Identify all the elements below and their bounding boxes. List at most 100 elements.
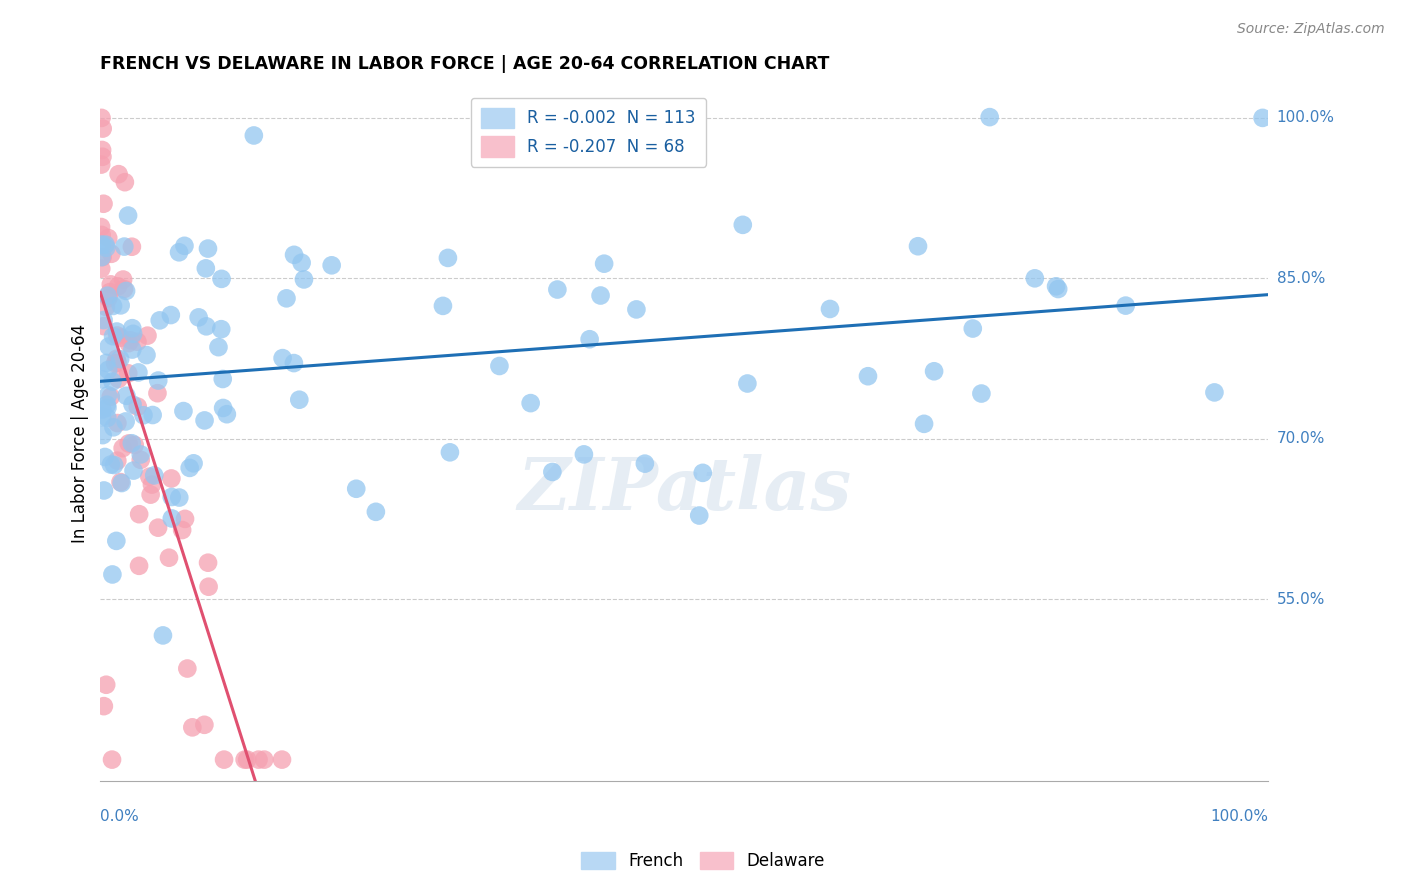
Point [118, 436, 141, 450]
Point [101, 299, 124, 313]
Point [97, 291, 120, 305]
Point [169, 491, 191, 505]
Text: 100.0%: 100.0% [1277, 111, 1334, 126]
Point [172, 523, 194, 537]
Y-axis label: In Labor Force | Age 20-64: In Labor Force | Age 20-64 [72, 324, 89, 543]
Point [107, 167, 129, 181]
Point [152, 628, 174, 642]
Point [197, 580, 219, 594]
Point [194, 261, 217, 276]
Point [138, 469, 160, 483]
Point [96, 241, 118, 255]
Point [93, 699, 115, 714]
Point [105, 325, 128, 339]
Point [91, 410, 114, 425]
Point [97, 231, 120, 245]
Point [111, 476, 134, 491]
Point [96, 401, 118, 415]
Point [94, 450, 117, 464]
Text: 70.0%: 70.0% [1277, 431, 1324, 446]
Point [114, 175, 136, 189]
Point [121, 321, 143, 335]
Point [1204, 385, 1226, 400]
Point [572, 447, 595, 461]
Point [174, 512, 197, 526]
Point [211, 372, 233, 386]
Point [127, 366, 149, 380]
Point [121, 343, 143, 357]
Point [93, 313, 115, 327]
Point [253, 753, 276, 767]
Point [1115, 299, 1137, 313]
Point [288, 392, 311, 407]
Point [271, 753, 294, 767]
Point [96, 678, 118, 692]
Point [233, 753, 256, 767]
Point [105, 351, 128, 366]
Point [141, 477, 163, 491]
Point [97, 388, 120, 402]
Point [212, 401, 235, 415]
Point [488, 359, 510, 373]
Point [117, 367, 139, 381]
Point [107, 372, 129, 386]
Point [176, 661, 198, 675]
Point [90, 227, 112, 242]
Point [90, 237, 112, 252]
Point [117, 336, 139, 351]
Point [110, 298, 132, 312]
Point [193, 413, 215, 427]
Point [129, 447, 152, 461]
Point [243, 128, 266, 143]
Point [124, 438, 146, 452]
Point [100, 277, 122, 292]
Point [122, 326, 145, 341]
Point [115, 389, 138, 403]
Point [589, 288, 612, 302]
Point [211, 272, 233, 286]
Point [148, 374, 170, 388]
Point [157, 550, 180, 565]
Point [93, 196, 115, 211]
Point [541, 465, 564, 479]
Point [344, 482, 367, 496]
Text: 55.0%: 55.0% [1277, 591, 1324, 607]
Point [737, 376, 759, 391]
Text: 100.0%: 100.0% [1211, 809, 1268, 824]
Point [578, 332, 600, 346]
Point [321, 258, 343, 272]
Point [247, 753, 270, 767]
Point [292, 272, 315, 286]
Point [593, 257, 616, 271]
Point [149, 313, 172, 327]
Point [364, 505, 387, 519]
Point [979, 110, 1001, 124]
Point [818, 301, 841, 316]
Point [90, 111, 112, 125]
Point [107, 356, 129, 370]
Point [103, 420, 125, 434]
Point [136, 328, 159, 343]
Point [142, 408, 165, 422]
Point [105, 533, 128, 548]
Point [112, 282, 135, 296]
Point [91, 143, 114, 157]
Point [146, 386, 169, 401]
Point [143, 468, 166, 483]
Point [197, 242, 219, 256]
Point [107, 279, 129, 293]
Point [1047, 282, 1070, 296]
Point [970, 386, 993, 401]
Point [128, 507, 150, 521]
Point [962, 321, 984, 335]
Point [1251, 111, 1274, 125]
Point [97, 363, 120, 377]
Point [139, 488, 162, 502]
Point [96, 398, 118, 412]
Point [215, 407, 238, 421]
Point [103, 458, 125, 472]
Point [91, 121, 114, 136]
Point [276, 291, 298, 305]
Point [173, 239, 195, 253]
Point [90, 261, 112, 276]
